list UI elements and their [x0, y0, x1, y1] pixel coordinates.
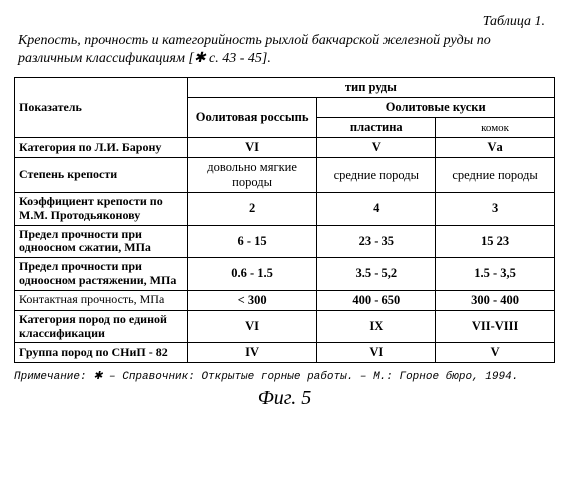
- table-number: Таблица 1.: [14, 14, 545, 30]
- table-row: Категория пород по единой классификации …: [15, 310, 555, 343]
- cell: IX: [317, 310, 436, 343]
- header-oolite-lumps: Оолитовые куски: [317, 98, 555, 118]
- figure-label: Фиг. 5: [14, 387, 555, 410]
- cell: V: [436, 343, 555, 363]
- cell: 400 - 650: [317, 290, 436, 310]
- table-row: Предел прочности при одноосном сжатии, М…: [15, 225, 555, 258]
- cell: VI: [187, 310, 317, 343]
- table-row: Коэффициент крепости по М.М. Протодьякон…: [15, 193, 555, 226]
- table-caption: Крепость, прочность и категорийность рых…: [18, 32, 555, 67]
- table-row: Группа пород по СНиП - 82 IV VI V: [15, 343, 555, 363]
- data-table: Показатель тип руды Оолитовая россыпь Оо…: [14, 77, 555, 363]
- cell: V: [317, 138, 436, 158]
- cell: довольно мягкие породы: [187, 158, 317, 193]
- cell: Vа: [436, 138, 555, 158]
- row-label: Контактная прочность, МПа: [15, 290, 188, 310]
- row-label: Группа пород по СНиП - 82: [15, 343, 188, 363]
- cell: 23 - 35: [317, 225, 436, 258]
- row-label: Степень крепости: [15, 158, 188, 193]
- row-label: Предел прочности при одноосном сжатии, М…: [15, 225, 188, 258]
- row-label: Категория по Л.И. Барону: [15, 138, 188, 158]
- cell: 300 - 400: [436, 290, 555, 310]
- header-oolite-placer: Оолитовая россыпь: [187, 98, 317, 138]
- cell: средние породы: [317, 158, 436, 193]
- table-row: Степень крепости довольно мягкие породы …: [15, 158, 555, 193]
- cell: IV: [187, 343, 317, 363]
- cell: 0.6 - 1.5: [187, 258, 317, 291]
- cell: < 300: [187, 290, 317, 310]
- cell: 2: [187, 193, 317, 226]
- footnote: Примечание: ✱ – Справочник: Открытые гор…: [14, 369, 555, 383]
- table-row: Предел прочности при одноосном растяжени…: [15, 258, 555, 291]
- cell: VI: [187, 138, 317, 158]
- header-plate: пластина: [317, 118, 436, 138]
- header-ore-type: тип руды: [187, 78, 554, 98]
- cell: 15 23: [436, 225, 555, 258]
- table-row: Контактная прочность, МПа < 300 400 - 65…: [15, 290, 555, 310]
- cell: VII-VIII: [436, 310, 555, 343]
- cell: 3: [436, 193, 555, 226]
- cell: VI: [317, 343, 436, 363]
- row-label: Категория пород по единой классификации: [15, 310, 188, 343]
- cell: 4: [317, 193, 436, 226]
- cell: 3.5 - 5,2: [317, 258, 436, 291]
- cell: 1.5 - 3,5: [436, 258, 555, 291]
- table-row: Категория по Л.И. Барону VI V Vа: [15, 138, 555, 158]
- row-label: Предел прочности при одноосном растяжени…: [15, 258, 188, 291]
- cell: 6 - 15: [187, 225, 317, 258]
- header-indicator: Показатель: [15, 78, 188, 138]
- cell: средние породы: [436, 158, 555, 193]
- row-label: Коэффициент крепости по М.М. Протодьякон…: [15, 193, 188, 226]
- header-lump: комок: [436, 118, 555, 138]
